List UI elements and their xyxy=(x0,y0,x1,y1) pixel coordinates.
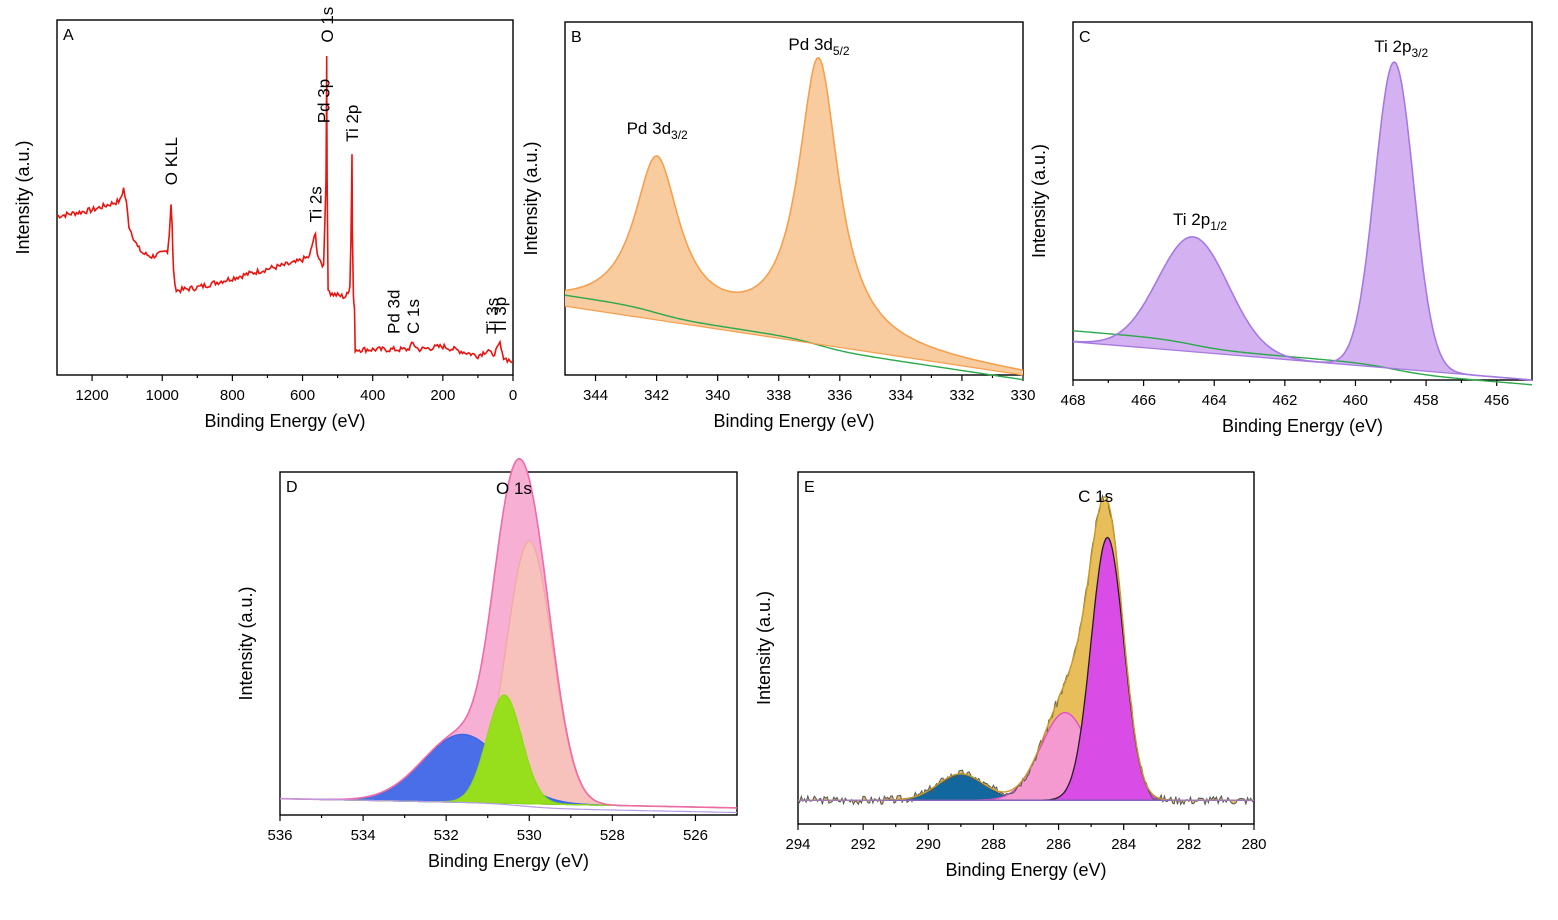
panel-E-xtick-label: 284 xyxy=(1111,836,1136,853)
peak-label-ti2p12: Ti 2p1/2 xyxy=(1173,210,1227,233)
o1s-title: O 1s xyxy=(496,479,532,498)
panel-E-xlabel: Binding Energy (eV) xyxy=(945,860,1106,880)
panel-B-xtick-label: 332 xyxy=(949,387,974,404)
panel-B-xtick-label: 338 xyxy=(766,387,791,404)
survey-annotation: Ti 2s xyxy=(307,186,326,222)
survey-annotation: Ti 3p xyxy=(491,297,510,334)
survey-annotation: O 1s xyxy=(318,7,337,43)
panel-A-xtick-label: 0 xyxy=(509,387,517,404)
panel-E-frame xyxy=(797,471,1255,825)
panel-D-xtick-label: 532 xyxy=(434,827,459,844)
survey-annotation: Ti 2p xyxy=(343,105,362,142)
panel-E-xtick-label: 292 xyxy=(851,836,876,853)
survey-annotation: Pd 3p xyxy=(315,79,334,123)
panel-C-xtick-label: 468 xyxy=(1060,392,1085,409)
o1s-envelope-line xyxy=(279,457,737,809)
panel-C-xtick-label: 462 xyxy=(1272,392,1297,409)
c1s-co-component xyxy=(798,711,1254,801)
panel-B-xtick-label: 334 xyxy=(888,387,913,404)
panel-B-frame xyxy=(564,21,1024,376)
panel-E-xtick-label: 294 xyxy=(785,836,810,853)
panel-E-ylabel: Intensity (a.u.) xyxy=(754,591,774,705)
panel-C-xtick-label: 460 xyxy=(1343,392,1368,409)
panel-C-xtick-label: 464 xyxy=(1202,392,1227,409)
c1s-envelope-area xyxy=(798,495,1254,805)
panel-C-linear-baseline xyxy=(1072,341,1533,381)
panel-E-xtick-label: 290 xyxy=(916,836,941,853)
panel-A-xtick-label: 1200 xyxy=(75,387,108,404)
panel-B-peak-area xyxy=(565,57,1023,375)
panel-B-xtick-label: 342 xyxy=(644,387,669,404)
panel-A-xtick-label: 1000 xyxy=(146,387,179,404)
panel-A-frame xyxy=(56,19,514,376)
o1s-hydroxyl-component xyxy=(279,694,737,809)
panel-D-xlabel: Binding Energy (eV) xyxy=(428,851,589,871)
survey-series-line xyxy=(56,55,514,364)
survey-annotation: O KLL xyxy=(162,137,181,185)
panel-A-xtick-label: 400 xyxy=(360,387,385,404)
panel-C-envelope-line xyxy=(1072,61,1533,381)
panel-B-xtick-label: 340 xyxy=(705,387,730,404)
peak-label-ti2p32: Ti 2p3/2 xyxy=(1374,37,1428,60)
panel-D-xtick-label: 530 xyxy=(517,827,542,844)
panel-A-ylabel: Intensity (a.u.) xyxy=(13,140,33,254)
panel-C-xtick-label: 458 xyxy=(1414,392,1439,409)
panel-A-letter: A xyxy=(63,27,74,44)
survey-annotation: Ti 3s xyxy=(483,298,502,334)
panel-E-xtick-label: 286 xyxy=(1046,836,1071,853)
panel-B-xtick-label: 336 xyxy=(827,387,852,404)
c1s-cc-component xyxy=(798,536,1254,801)
c1s-title: C 1s xyxy=(1078,487,1113,506)
panel-C-xtick-label: 466 xyxy=(1131,392,1156,409)
o1s-baseline xyxy=(279,798,737,814)
panel-D-letter: D xyxy=(286,479,298,496)
peak-label-pd3d32: Pd 3d3/2 xyxy=(627,119,688,142)
panel-C-xlabel: Binding Energy (eV) xyxy=(1222,416,1383,436)
panel-A-xtick-label: 800 xyxy=(220,387,245,404)
panel-C-ylabel: Intensity (a.u.) xyxy=(1029,144,1049,258)
panel-C-xtick-label: 456 xyxy=(1484,392,1509,409)
panel-E-letter: E xyxy=(804,479,815,496)
panel-E-xtick-label: 288 xyxy=(981,836,1006,853)
peak-label-pd3d52: Pd 3d5/2 xyxy=(788,35,849,58)
panel-B-xlabel: Binding Energy (eV) xyxy=(713,411,874,431)
panel-D-xtick-label: 534 xyxy=(351,827,376,844)
panel-A-xlabel: Binding Energy (eV) xyxy=(204,411,365,431)
panel-E-xtick-label: 280 xyxy=(1241,836,1266,853)
panel-D-xtick-label: 536 xyxy=(267,827,292,844)
panel-D-xtick-label: 526 xyxy=(683,827,708,844)
c1s-raw-data-line xyxy=(797,493,1255,807)
survey-annotation: C 1s xyxy=(404,299,423,334)
panel-B-linear-baseline xyxy=(564,305,1024,376)
panel-E-xtick-label: 282 xyxy=(1176,836,1201,853)
panel-A-xtick-label: 600 xyxy=(290,387,315,404)
panel-C-frame xyxy=(1072,21,1533,381)
panel-B-envelope-line xyxy=(564,56,1024,371)
panel-B-shirley-baseline xyxy=(564,294,1024,381)
panel-A-xtick-label: 200 xyxy=(430,387,455,404)
panel-B-xtick-label: 344 xyxy=(583,387,608,404)
panel-D-ylabel: Intensity (a.u.) xyxy=(236,586,256,700)
panel-B-xtick-label: 330 xyxy=(1010,387,1035,404)
panel-C-letter: C xyxy=(1079,29,1091,46)
panel-B-letter: B xyxy=(571,29,582,46)
c1s-envelope-line xyxy=(798,496,1254,801)
panel-C-shirley-baseline xyxy=(1072,330,1533,386)
panel-C-peak-area xyxy=(1073,62,1532,380)
panel-D-frame xyxy=(279,471,738,816)
panel-B-ylabel: Intensity (a.u.) xyxy=(521,141,541,255)
survey-annotation: Pd 3d xyxy=(385,290,404,334)
panel-D-xtick-label: 528 xyxy=(600,827,625,844)
